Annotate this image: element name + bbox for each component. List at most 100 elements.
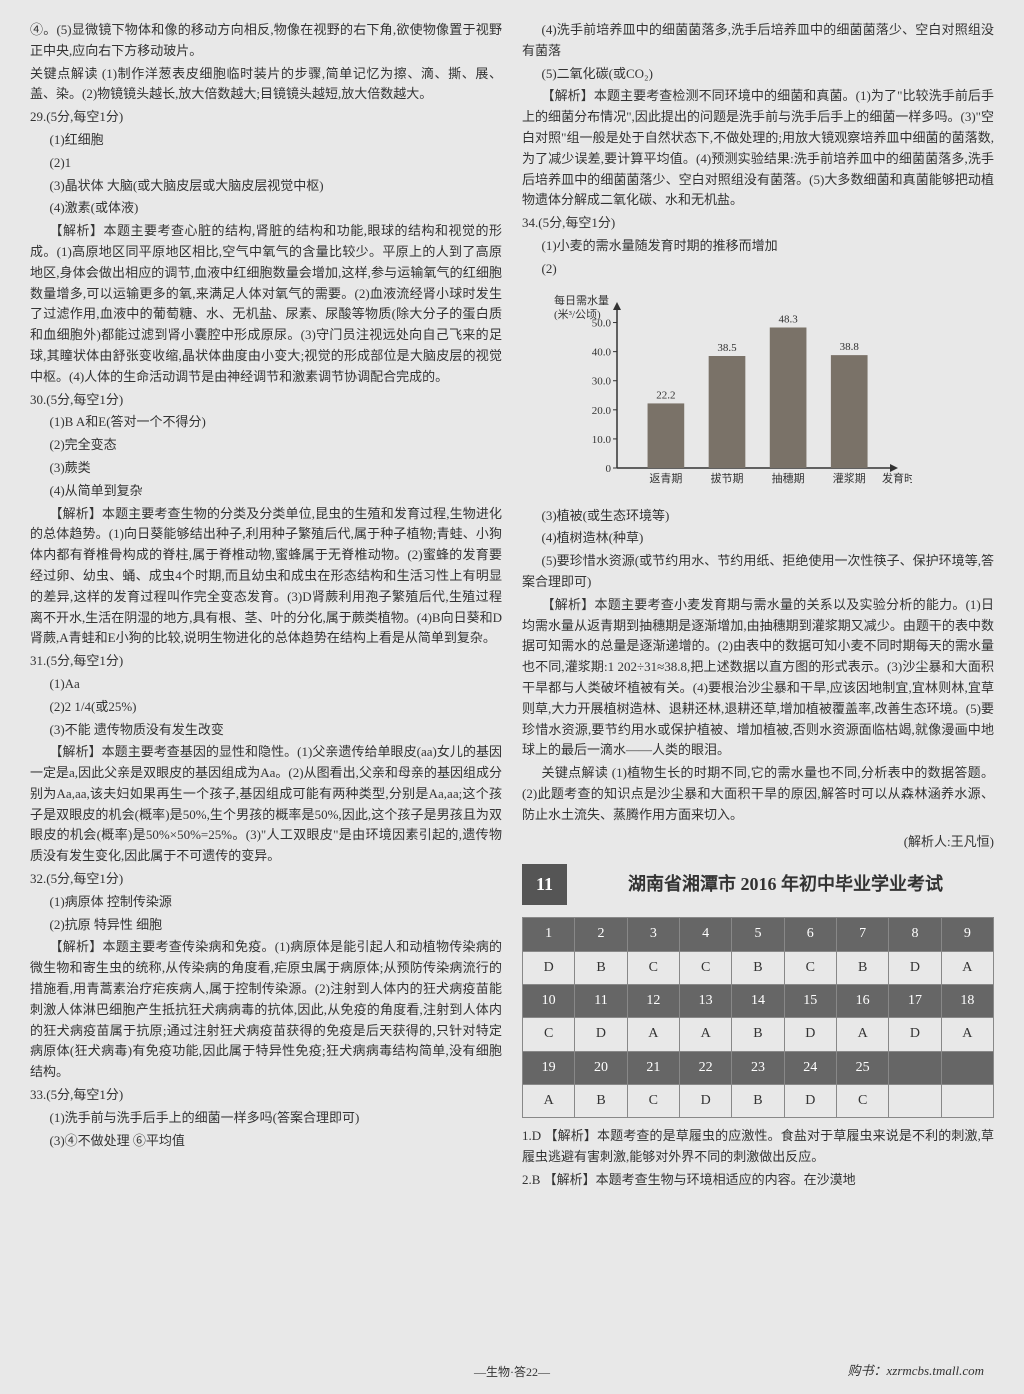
- q32: 32.(5分,每空1分): [30, 869, 502, 890]
- ex-2: 2.B 【解析】本题考查生物与环境相适应的内容。在沙漠地: [522, 1170, 994, 1191]
- answer-cell: D: [889, 951, 941, 984]
- answer-cell: B: [732, 1085, 784, 1118]
- q34-2: (2): [522, 259, 994, 280]
- answer-cell: C: [784, 951, 836, 984]
- p2: (5)二氧化碳(或CO₂): [522, 64, 994, 85]
- answer-header-cell: 19: [523, 1051, 575, 1084]
- q30-2: (2)完全变态: [30, 435, 502, 456]
- q34-ex: 【解析】本题主要考查小麦发育期与需水量的关系以及实验分析的能力。(1)日均需水量…: [522, 595, 994, 761]
- answer-header-cell: 6: [784, 918, 836, 951]
- q34: 34.(5分,每空1分): [522, 213, 994, 234]
- answer-header-cell: 23: [732, 1051, 784, 1084]
- answer-header-cell: 20: [575, 1051, 627, 1084]
- answer-header-cell: 11: [575, 984, 627, 1017]
- svg-text:50.0: 50.0: [592, 317, 612, 329]
- answer-cell: C: [836, 1085, 888, 1118]
- answer-header-cell: 5: [732, 918, 784, 951]
- answer-header-cell: 4: [679, 918, 731, 951]
- q33-1: (1)洗手前与洗手后手上的细菌一样多吗(答案合理即可): [30, 1108, 502, 1129]
- q29-3: (3)晶状体 大脑(或大脑皮层或大脑皮层视觉中枢): [30, 176, 502, 197]
- answer-header-cell: 16: [836, 984, 888, 1017]
- para: ④。(5)显微镜下物体和像的移动方向相反,物像在视野的右下角,欲使物像置于视野正…: [30, 20, 502, 62]
- left-column: ④。(5)显微镜下物体和像的移动方向相反,物像在视野的右下角,欲使物像置于视野正…: [30, 20, 502, 1374]
- answer-cell: D: [889, 1018, 941, 1051]
- answer-header-cell: 15: [784, 984, 836, 1017]
- answer-cell: D: [784, 1018, 836, 1051]
- chart-svg: 每日需水量(米³/公顷)010.020.030.040.050.022.2返青期…: [552, 288, 912, 498]
- svg-text:10.0: 10.0: [592, 433, 612, 445]
- svg-text:38.5: 38.5: [717, 342, 737, 354]
- svg-text:灌浆期: 灌浆期: [833, 471, 866, 485]
- answer-header-cell: 25: [836, 1051, 888, 1084]
- answer-cell: D: [784, 1085, 836, 1118]
- section-num: 11: [522, 864, 567, 905]
- answer-header-cell: 8: [889, 918, 941, 951]
- answer-header-cell: 22: [679, 1051, 731, 1084]
- svg-text:0: 0: [606, 463, 612, 475]
- answer-cell: [889, 1085, 941, 1118]
- q29: 29.(5分,每空1分): [30, 107, 502, 128]
- svg-text:拔节期: 拔节期: [711, 471, 744, 485]
- answer-cell: A: [836, 1018, 888, 1051]
- author: (解析人:王凡恒): [522, 832, 994, 853]
- svg-text:22.2: 22.2: [656, 389, 675, 401]
- answer-header-cell: [889, 1051, 941, 1084]
- answer-cell: B: [575, 951, 627, 984]
- q33-2: (3)④不做处理 ⑥平均值: [30, 1131, 502, 1152]
- q30-3: (3)蕨类: [30, 458, 502, 479]
- q31-2: (2)2 1/4(或25%): [30, 697, 502, 718]
- svg-text:返青期: 返青期: [649, 472, 682, 485]
- q30: 30.(5分,每空1分): [30, 390, 502, 411]
- answer-cell: D: [523, 951, 575, 984]
- answer-header-cell: 13: [679, 984, 731, 1017]
- q29-4: (4)激素(或体液): [30, 198, 502, 219]
- svg-text:48.3: 48.3: [778, 313, 798, 325]
- svg-text:抽穗期: 抽穗期: [772, 471, 805, 485]
- answer-header-cell: 9: [941, 918, 993, 951]
- answer-cell: B: [732, 1018, 784, 1051]
- q31-3: (3)不能 遗传物质没有发生改变: [30, 720, 502, 741]
- answer-header-cell: 21: [627, 1051, 679, 1084]
- q33: 33.(5分,每空1分): [30, 1085, 502, 1106]
- answer-header-cell: [941, 1051, 993, 1084]
- q34-5: (5)要珍惜水资源(或节约用水、节约用纸、拒绝使用一次性筷子、保护环境等,答案合…: [522, 551, 994, 593]
- answer-cell: A: [523, 1085, 575, 1118]
- footer-right: 购书：xzrmcbs.tmall.com: [848, 1361, 985, 1382]
- q32-ex: 【解析】本题主要考查传染病和免疫。(1)病原体是能引起人和动植物传染病的微生物和…: [30, 937, 502, 1083]
- answer-cell: [941, 1085, 993, 1118]
- ex-1: 1.D 【解析】本题考查的是草履虫的应激性。食盐对于草履虫来说是不利的刺激,草履…: [522, 1126, 994, 1168]
- q31: 31.(5分,每空1分): [30, 651, 502, 672]
- q32-1: (1)病原体 控制传染源: [30, 892, 502, 913]
- q31-ex: 【解析】本题主要考查基因的显性和隐性。(1)父亲遗传给单眼皮(aa)女儿的基因一…: [30, 742, 502, 867]
- q29-1: (1)红细胞: [30, 130, 502, 151]
- answer-cell: B: [575, 1085, 627, 1118]
- q31-1: (1)Aa: [30, 674, 502, 695]
- answer-header-cell: 3: [627, 918, 679, 951]
- answer-cell: A: [679, 1018, 731, 1051]
- answer-header-cell: 1: [523, 918, 575, 951]
- q30-4: (4)从简单到复杂: [30, 481, 502, 502]
- answer-cell: C: [523, 1018, 575, 1051]
- svg-text:40.0: 40.0: [592, 346, 612, 358]
- answer-header-cell: 24: [784, 1051, 836, 1084]
- answer-cell: B: [836, 951, 888, 984]
- q30-1: (1)B A和E(答对一个不得分): [30, 412, 502, 433]
- answer-cell: A: [941, 1018, 993, 1051]
- svg-text:发育时期: 发育时期: [882, 471, 912, 485]
- answer-header-cell: 18: [941, 984, 993, 1017]
- q34-3: (3)植被(或生态环境等): [522, 506, 994, 527]
- key: 关键点解读 (1)植物生长的时期不同,它的需水量也不同,分析表中的数据答题。(2…: [522, 763, 994, 825]
- answer-header-cell: 10: [523, 984, 575, 1017]
- right-column: (4)洗手前培养皿中的细菌菌落多,洗手后培养皿中的细菌菌落少、空白对照组没有菌落…: [522, 20, 994, 1374]
- ex1: 【解析】本题主要考查检测不同环境中的细菌和真菌。(1)为了"比较洗手前后手上的细…: [522, 86, 994, 211]
- answer-header-cell: 14: [732, 984, 784, 1017]
- svg-text:每日需水量: 每日需水量: [554, 293, 609, 307]
- p1: (4)洗手前培养皿中的细菌菌落多,洗手后培养皿中的细菌菌落少、空白对照组没有菌落: [522, 20, 994, 62]
- answer-cell: B: [732, 951, 784, 984]
- bar-chart: 每日需水量(米³/公顷)010.020.030.040.050.022.2返青期…: [552, 288, 994, 498]
- answer-cell: D: [575, 1018, 627, 1051]
- section-title: 11 湖南省湘潭市 2016 年初中毕业学业考试: [522, 864, 994, 905]
- answer-cell: C: [627, 1085, 679, 1118]
- q29-ex: 【解析】本题主要考查心脏的结构,肾脏的结构和功能,眼球的结构和视觉的形成。(1)…: [30, 221, 502, 387]
- q29-2: (2)1: [30, 153, 502, 174]
